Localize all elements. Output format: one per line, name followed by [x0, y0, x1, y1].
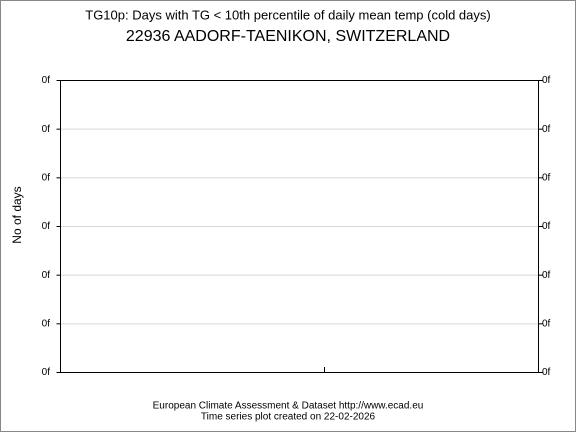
y2-tick-label: 0f — [542, 124, 551, 135]
y2-tick-label: 0f — [542, 318, 551, 329]
y-tick-label: 0f — [42, 270, 51, 281]
y2-tick-label: 0f — [542, 270, 551, 281]
chart-subtitle: 22936 AADORF-TAENIKON, SWITZERLAND — [126, 28, 450, 45]
y2-tick-label: 0f — [542, 75, 551, 86]
chart-title: TG10p: Days with TG < 10th percentile of… — [85, 7, 490, 22]
y2-tick-label: 0f — [542, 367, 551, 378]
y-tick-label: 0f — [42, 75, 51, 86]
y-tick-label: 0f — [42, 172, 51, 183]
footer: European Climate Assessment & Dataset ht… — [153, 401, 424, 412]
y2-tick-label: 0f — [542, 172, 551, 183]
y-tick-label: 0f — [42, 367, 51, 378]
footer: Time series plot created on 22-02-2026 — [201, 412, 376, 423]
y-tick-label: 0f — [42, 318, 51, 329]
y2-tick-label: 0f — [542, 221, 551, 232]
y-tick-label: 0f — [42, 124, 51, 135]
y-tick-label: 0f — [42, 221, 51, 232]
y-axis-label: No of days — [10, 186, 24, 243]
